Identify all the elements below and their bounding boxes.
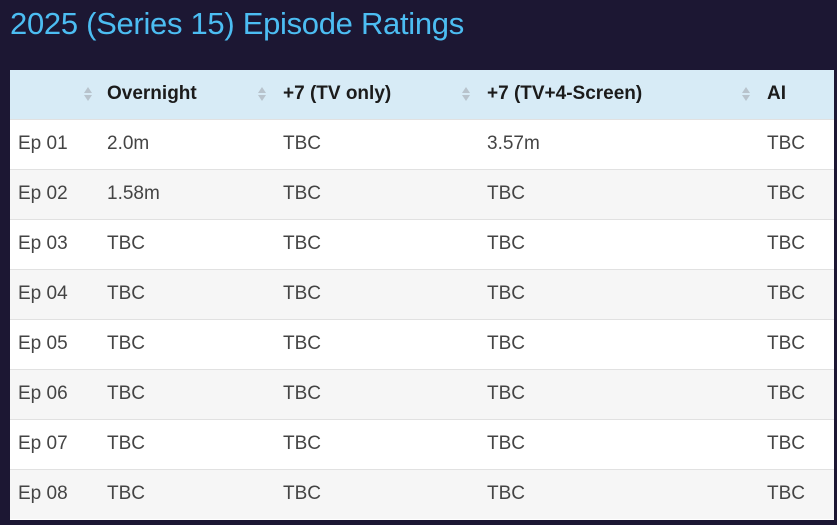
plus7-tv-4screen-cell: TBC — [487, 383, 525, 404]
column-header-label: Overnight — [107, 83, 197, 105]
column-header-episode[interactable] — [10, 70, 98, 119]
page-title: 2025 (Series 15) Episode Ratings — [10, 6, 464, 41]
column-header-overnight[interactable]: Overnight — [98, 70, 274, 119]
table-row: Ep 03 TBC TBC TBC TBC — [10, 219, 834, 269]
sort-icon[interactable] — [742, 87, 750, 102]
column-header-ai[interactable]: AI — [758, 70, 834, 119]
ai-cell: TBC — [767, 333, 805, 354]
column-header-plus7-tv-4screen[interactable]: +7 (TV+4-Screen) — [478, 70, 758, 119]
plus7-tv-4screen-cell: TBC — [487, 333, 525, 354]
table-row: Ep 08 TBC TBC TBC TBC — [10, 469, 834, 519]
table-header-row: Overnight +7 (TV only) +7 (TV+4-Screen) … — [10, 70, 834, 119]
episode-cell: Ep 03 — [18, 233, 68, 254]
table-row: Ep 04 TBC TBC TBC TBC — [10, 269, 834, 319]
ai-cell: TBC — [767, 133, 805, 154]
ai-cell: TBC — [767, 183, 805, 204]
episode-cell: Ep 04 — [18, 283, 68, 304]
column-header-label: AI — [767, 83, 786, 105]
plus7-tv-only-cell: TBC — [283, 183, 321, 204]
plus7-tv-4screen-cell: TBC — [487, 283, 525, 304]
table-row: Ep 07 TBC TBC TBC TBC — [10, 419, 834, 469]
plus7-tv-only-cell: TBC — [283, 133, 321, 154]
ratings-table-container: Overnight +7 (TV only) +7 (TV+4-Screen) … — [10, 70, 834, 520]
plus7-tv-only-cell: TBC — [283, 283, 321, 304]
ai-cell: TBC — [767, 483, 805, 505]
plus7-tv-4screen-cell: TBC — [487, 433, 525, 454]
column-header-plus7-tv-only[interactable]: +7 (TV only) — [274, 70, 478, 119]
table-row: Ep 06 TBC TBC TBC TBC — [10, 369, 834, 419]
plus7-tv-only-cell: TBC — [283, 333, 321, 354]
column-header-label: +7 (TV+4-Screen) — [487, 83, 643, 105]
ai-cell: TBC — [767, 233, 805, 254]
overnight-cell: TBC — [107, 283, 145, 304]
plus7-tv-only-cell: TBC — [283, 433, 321, 454]
column-header-label: +7 (TV only) — [283, 83, 392, 105]
ai-cell: TBC — [767, 283, 805, 304]
sort-icon[interactable] — [258, 87, 266, 102]
episode-cell: Ep 02 — [18, 183, 68, 204]
table-row: Ep 02 1.58m TBC TBC TBC — [10, 169, 834, 219]
plus7-tv-only-cell: TBC — [283, 383, 321, 404]
overnight-cell: TBC — [107, 433, 145, 454]
ai-cell: TBC — [767, 383, 805, 404]
plus7-tv-4screen-cell: TBC — [487, 183, 525, 204]
ratings-table: Overnight +7 (TV only) +7 (TV+4-Screen) … — [10, 70, 834, 519]
overnight-cell: TBC — [107, 233, 145, 254]
overnight-cell: 1.58m — [107, 183, 160, 204]
sort-icon[interactable] — [462, 87, 470, 102]
ai-cell: TBC — [767, 433, 805, 454]
episode-cell: Ep 08 — [18, 483, 68, 505]
sort-icon[interactable] — [84, 87, 92, 102]
episode-cell: Ep 06 — [18, 383, 68, 404]
plus7-tv-4screen-cell: TBC — [487, 483, 525, 505]
table-row: Ep 05 TBC TBC TBC TBC — [10, 319, 834, 369]
episode-cell: Ep 01 — [18, 133, 68, 154]
plus7-tv-only-cell: TBC — [283, 483, 321, 505]
table-row: Ep 01 2.0m TBC 3.57m TBC — [10, 119, 834, 169]
overnight-cell: 2.0m — [107, 133, 150, 154]
overnight-cell: TBC — [107, 333, 145, 354]
plus7-tv-4screen-cell: 3.57m — [487, 133, 540, 154]
episode-cell: Ep 07 — [18, 433, 68, 454]
plus7-tv-4screen-cell: TBC — [487, 233, 525, 254]
plus7-tv-only-cell: TBC — [283, 233, 321, 254]
episode-cell: Ep 05 — [18, 333, 68, 354]
overnight-cell: TBC — [107, 483, 145, 505]
overnight-cell: TBC — [107, 383, 145, 404]
